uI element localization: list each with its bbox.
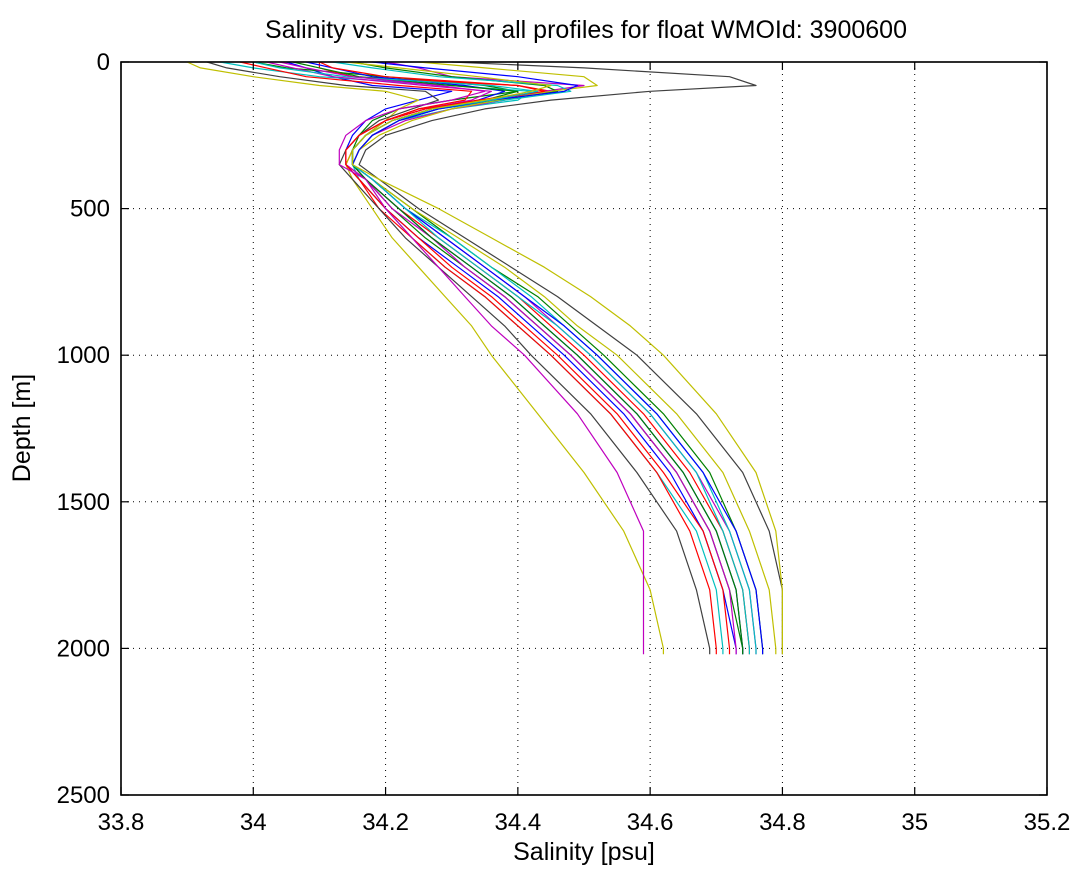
x-tick-label: 35 xyxy=(901,809,928,836)
y-axis-title: Depth [m] xyxy=(8,374,36,482)
y-tick-label: 500 xyxy=(70,196,110,223)
plot-border xyxy=(120,61,1048,796)
profile-line xyxy=(319,61,731,655)
y-tick-label: 2500 xyxy=(57,782,110,809)
profile-line xyxy=(358,61,784,655)
profile-line xyxy=(351,61,777,655)
profile-line xyxy=(186,61,665,655)
profile-series xyxy=(186,61,784,655)
x-tick-label: 34.4 xyxy=(494,809,541,836)
x-tick-label: 34.8 xyxy=(759,809,806,836)
y-tick-label: 0 xyxy=(97,49,110,76)
x-tick-label: 34.6 xyxy=(627,809,674,836)
x-tick-label: 34 xyxy=(240,809,267,836)
y-tick-label: 1000 xyxy=(57,342,110,369)
x-tick-label: 33.8 xyxy=(98,809,145,836)
y-tick-label: 1500 xyxy=(57,489,110,516)
y-tick-label: 2000 xyxy=(57,635,110,662)
profile-line xyxy=(239,61,717,655)
x-tick-label: 35.2 xyxy=(1024,809,1071,836)
x-tick-label: 34.2 xyxy=(362,809,409,836)
x-tick-labels: 33.8 34 34.2 34.4 34.6 34.8 35 35.2 xyxy=(98,809,1071,836)
y-tick-labels: 0 500 1000 1500 2000 2500 xyxy=(57,49,110,809)
profile-line xyxy=(253,61,751,655)
plot-frame xyxy=(120,61,1048,796)
profile-line xyxy=(345,61,784,655)
chart-title: Salinity vs. Depth for all profiles for … xyxy=(265,16,907,44)
x-axis-title: Salinity [psu] xyxy=(513,838,655,866)
profile-line xyxy=(292,61,744,655)
profile-line xyxy=(279,61,645,655)
profile-line xyxy=(206,61,711,655)
